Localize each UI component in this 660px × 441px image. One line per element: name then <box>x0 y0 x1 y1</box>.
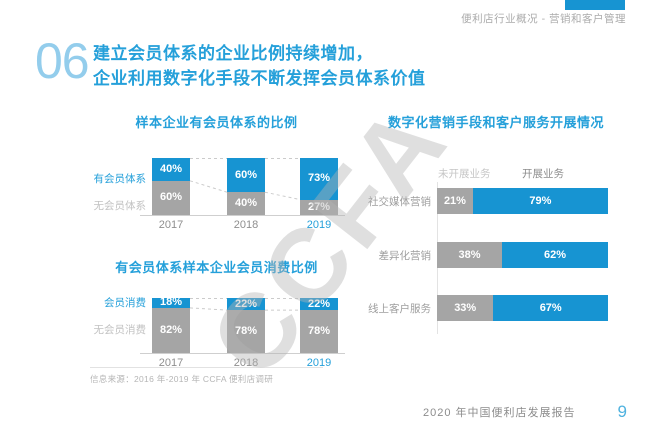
chart-membership-ratio: 样本企业有会员体系的比例 有会员体系无会员体系 40% 60% 2017 60% 40% 2… <box>88 112 345 247</box>
segment-value-label: 22% <box>307 297 331 310</box>
segment-value-label: 38% <box>458 248 481 261</box>
stacked-bar: 22% 78% <box>300 298 338 353</box>
section-number: 06 <box>35 33 90 89</box>
segment-value-label: 78% <box>307 325 331 338</box>
segment-value-label: 27% <box>307 200 331 213</box>
stacked-bar: 60% 40% <box>227 158 265 215</box>
row-label: 线上客户服务 <box>368 302 431 315</box>
hbar-segment-conducted: 79% <box>472 188 608 214</box>
hbar-segment-conducted: 67% <box>493 295 608 321</box>
segment-value-label: 18% <box>159 296 183 309</box>
series-label: 无会员消费 <box>93 324 147 336</box>
x-axis-line <box>140 215 345 216</box>
stacked-bar: 73% 27% <box>300 158 338 215</box>
bar-segment-primary: 22% <box>300 297 338 311</box>
segment-value-label: 62% <box>543 248 566 261</box>
bar-segment-primary: 60% <box>227 158 265 193</box>
year-tick-label: 2017 <box>158 357 184 369</box>
bar-segment-secondary: 82% <box>152 307 190 353</box>
breadcrumb: 便利店行业概况 - 营销和客户管理 <box>461 13 626 25</box>
bar-segment-secondary: 40% <box>227 192 265 215</box>
bar-segment-primary: 73% <box>300 158 338 200</box>
bar-segment-primary: 22% <box>227 297 265 311</box>
series-label: 会员消费 <box>104 297 146 309</box>
series-label: 无会员体系 <box>93 200 147 212</box>
page-title: 建立会员体系的企业比例持续增加， 企业利用数字化手段不断发挥会员体系价值 <box>93 41 426 91</box>
x-axis-line <box>140 353 345 354</box>
chart-digital-marketing: 数字化营销手段和客户服务开展情况 未开展业务 开展业务社交媒体营销 21% 79% 差异… <box>365 112 627 342</box>
page-number: 9 <box>617 402 627 421</box>
year-tick-label: 2018 <box>233 219 259 231</box>
row-label: 差异化营销 <box>378 249 432 262</box>
hbar-row: 33% 67% <box>437 295 608 321</box>
bar-segment-secondary: 60% <box>152 180 190 215</box>
footer: 2020 年中国便利店发展报告 9 <box>423 400 627 424</box>
hbar-row: 21% 79% <box>437 188 608 214</box>
bar-segment-primary: 18% <box>152 296 190 309</box>
year-tick-label: 2019 <box>306 219 332 231</box>
series-label: 有会员体系 <box>93 173 147 185</box>
segment-value-label: 67% <box>539 301 562 314</box>
chart-title: 数字化营销手段和客户服务开展情况 <box>387 115 604 130</box>
year-tick-label: 2018 <box>233 357 259 369</box>
segment-value-label: 21% <box>443 194 466 207</box>
bar-segment-primary: 40% <box>152 158 190 181</box>
segment-value-label: 40% <box>159 162 183 175</box>
legend-conducted-label: 开展业务 <box>522 168 564 180</box>
bar-segment-secondary: 78% <box>300 310 338 353</box>
hbar-segment-conducted: 62% <box>501 242 608 268</box>
segment-value-label: 60% <box>159 191 183 204</box>
stacked-bar: 40% 60% <box>152 158 190 215</box>
bar-segment-secondary: 27% <box>300 199 338 215</box>
stacked-bar: 22% 78% <box>227 298 265 353</box>
footer-report-title: 2020 年中国便利店发展报告 <box>423 407 576 419</box>
page-title-line2: 企业利用数字化手段不断发挥会员体系价值 <box>93 69 426 88</box>
stacked-bar: 18% 82% <box>152 296 190 353</box>
chart-title: 样本企业有会员体系的比例 <box>135 115 298 130</box>
segment-value-label: 78% <box>234 325 258 338</box>
segment-value-label: 60% <box>234 168 258 181</box>
segment-value-label: 79% <box>529 194 552 207</box>
page-title-line1: 建立会员体系的企业比例持续增加， <box>93 44 373 63</box>
segment-value-label: 33% <box>454 301 477 314</box>
segment-value-label: 73% <box>307 172 331 185</box>
year-tick-label: 2019 <box>306 357 332 369</box>
segment-value-label: 82% <box>159 323 183 336</box>
hbar-segment-not-conducted: 21% <box>437 188 473 214</box>
hbar-row: 38% 62% <box>437 242 608 268</box>
segment-value-label: 40% <box>234 197 258 210</box>
legend-not-conducted-label: 未开展业务 <box>438 168 491 180</box>
hbar-segment-not-conducted: 38% <box>437 242 502 268</box>
hbar-segment-not-conducted: 33% <box>437 295 494 321</box>
chart-title: 有会员体系样本企业会员消费比例 <box>115 260 318 275</box>
source-note: 信息来源：2016 年-2019 年 CCFA 便利店调研 <box>90 367 323 385</box>
year-tick-label: 2017 <box>158 219 184 231</box>
chart-member-consumption-ratio: 有会员体系样本企业会员消费比例 会员消费无会员消费 18% 82% 2017 22% 78… <box>88 253 345 395</box>
row-label: 社交媒体营销 <box>368 195 431 208</box>
header-accent-bar <box>565 0 625 10</box>
bar-segment-secondary: 78% <box>227 310 265 353</box>
segment-value-label: 22% <box>234 297 258 310</box>
